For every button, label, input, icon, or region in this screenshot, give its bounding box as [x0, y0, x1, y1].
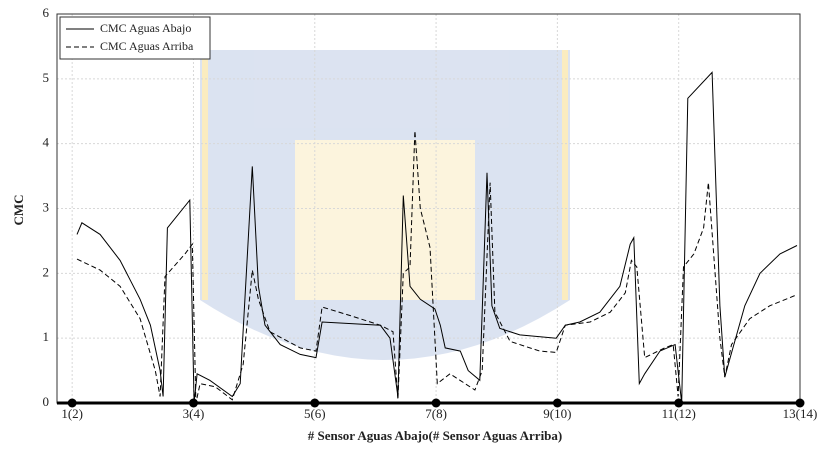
sensor-marker: [432, 399, 441, 408]
x-tick-label: 3(4): [183, 406, 205, 421]
sensor-marker: [189, 399, 198, 408]
y-tick-label: 3: [43, 199, 50, 214]
y-tick-label: 6: [43, 5, 50, 20]
legend: CMC Aguas Abajo CMC Aguas Arriba: [60, 17, 210, 59]
y-tick-label: 0: [43, 394, 50, 409]
x-tick-label: 1(2): [61, 406, 83, 421]
chart: CMC # Sensor Aguas Abajo(# Sensor Aguas …: [0, 0, 821, 447]
watermark-center: [295, 140, 475, 300]
x-tick-label: 9(10): [543, 406, 571, 421]
legend-label: CMC Aguas Arriba: [100, 39, 194, 53]
sensor-marker: [553, 399, 562, 408]
legend-label: CMC Aguas Abajo: [100, 21, 191, 35]
x-tick-label: 11(12): [662, 406, 696, 421]
y-tick-label: 2: [43, 264, 50, 279]
x-tick-label: 7(8): [425, 406, 447, 421]
x-tick-label: 13(14): [783, 406, 818, 421]
sensor-marker: [68, 399, 77, 408]
x-tick-label: 5(6): [304, 406, 326, 421]
y-tick-label: 5: [43, 70, 50, 85]
y-tick-label: 4: [43, 135, 50, 150]
sensor-marker: [796, 399, 805, 408]
sensor-marker: [310, 399, 319, 408]
x-axis-label: # Sensor Aguas Abajo(# Sensor Aguas Arri…: [308, 428, 563, 443]
y-axis-label: CMC: [11, 194, 26, 225]
watermark: [200, 50, 570, 360]
y-tick-label: 1: [43, 329, 50, 344]
